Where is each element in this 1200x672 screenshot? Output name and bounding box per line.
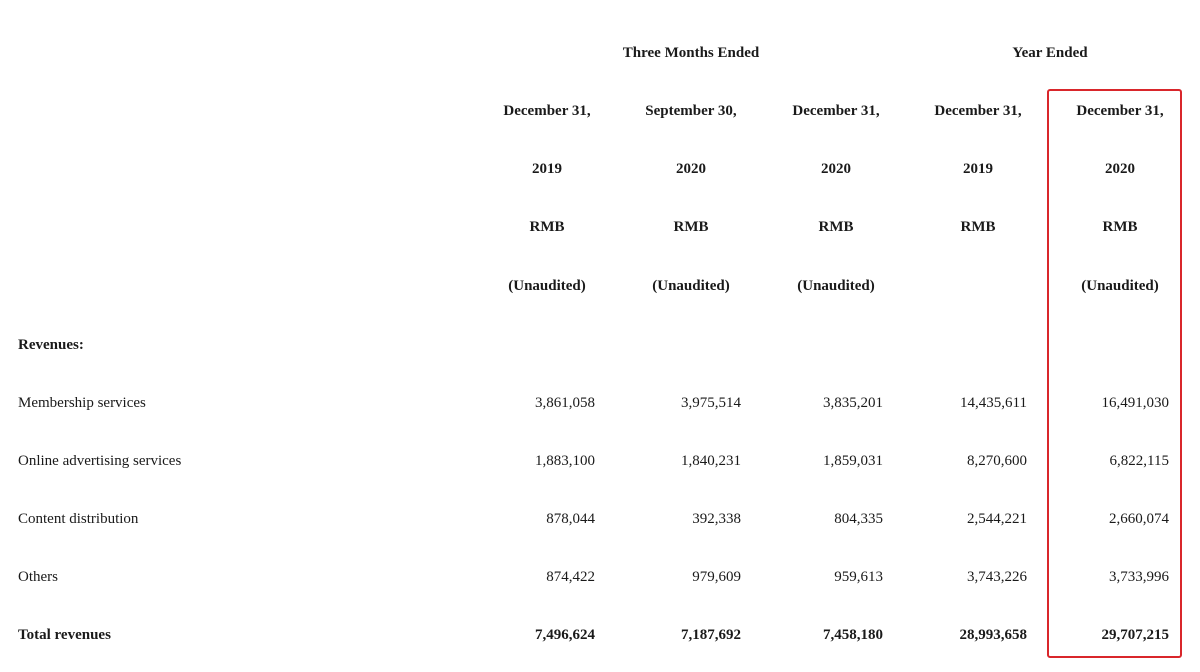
cell-total-col5: 29,707,215 bbox=[1101, 627, 1170, 643]
col2-currency: RMB bbox=[673, 219, 709, 235]
cell-advertising-col1: 1,883,100 bbox=[535, 453, 595, 469]
cell-content-col4: 2,544,221 bbox=[967, 511, 1027, 527]
col1-date: December 31, bbox=[503, 103, 591, 119]
col4-currency: RMB bbox=[960, 219, 996, 235]
highlight-box bbox=[1047, 89, 1182, 658]
col1-year: 2019 bbox=[532, 161, 562, 177]
col4-date: December 31, bbox=[934, 103, 1022, 119]
col4-year: 2019 bbox=[963, 161, 993, 177]
cell-total-col2: 7,187,692 bbox=[681, 627, 741, 643]
col3-date: December 31, bbox=[792, 103, 880, 119]
col5-date: December 31, bbox=[1076, 103, 1164, 119]
cell-others-col1: 874,422 bbox=[546, 569, 595, 585]
col3-note: (Unaudited) bbox=[797, 278, 875, 294]
cell-membership-col2: 3,975,514 bbox=[681, 395, 741, 411]
cell-advertising-col2: 1,840,231 bbox=[681, 453, 741, 469]
col2-date: September 30, bbox=[645, 103, 737, 119]
col3-currency: RMB bbox=[818, 219, 854, 235]
group-header-three-months: Three Months Ended bbox=[622, 45, 760, 61]
cell-content-col5: 2,660,074 bbox=[1109, 511, 1169, 527]
cell-advertising-col5: 6,822,115 bbox=[1109, 453, 1169, 469]
cell-advertising-col4: 8,270,600 bbox=[967, 453, 1027, 469]
section-label-revenues: Revenues: bbox=[18, 337, 84, 353]
cell-membership-col4: 14,435,611 bbox=[960, 395, 1027, 411]
col2-note: (Unaudited) bbox=[652, 278, 730, 294]
row-label-others: Others bbox=[18, 569, 58, 585]
cell-others-col4: 3,743,226 bbox=[967, 569, 1027, 585]
cell-advertising-col3: 1,859,031 bbox=[823, 453, 883, 469]
col1-currency: RMB bbox=[529, 219, 565, 235]
cell-others-col5: 3,733,996 bbox=[1109, 569, 1169, 585]
col5-currency: RMB bbox=[1102, 219, 1138, 235]
cell-content-col2: 392,338 bbox=[692, 511, 741, 527]
cell-membership-col5: 16,491,030 bbox=[1101, 395, 1170, 411]
group-header-year: Year Ended bbox=[1012, 45, 1088, 61]
col2-year: 2020 bbox=[676, 161, 706, 177]
col3-year: 2020 bbox=[821, 161, 851, 177]
cell-others-col3: 959,613 bbox=[834, 569, 883, 585]
cell-content-col3: 804,335 bbox=[834, 511, 883, 527]
cell-content-col1: 878,044 bbox=[546, 511, 595, 527]
col5-year: 2020 bbox=[1105, 161, 1135, 177]
cell-total-col3: 7,458,180 bbox=[823, 627, 883, 643]
row-label-content-distribution: Content distribution bbox=[18, 511, 139, 527]
cell-total-col1: 7,496,624 bbox=[535, 627, 595, 643]
cell-total-col4: 28,993,658 bbox=[959, 627, 1028, 643]
cell-others-col2: 979,609 bbox=[692, 569, 741, 585]
col5-note: (Unaudited) bbox=[1081, 278, 1159, 294]
cell-membership-col1: 3,861,058 bbox=[535, 395, 595, 411]
row-label-membership: Membership services bbox=[18, 395, 146, 411]
col1-note: (Unaudited) bbox=[508, 278, 586, 294]
row-label-total-revenues: Total revenues bbox=[18, 627, 111, 643]
cell-membership-col3: 3,835,201 bbox=[823, 395, 883, 411]
row-label-online-advertising: Online advertising services bbox=[18, 453, 182, 469]
